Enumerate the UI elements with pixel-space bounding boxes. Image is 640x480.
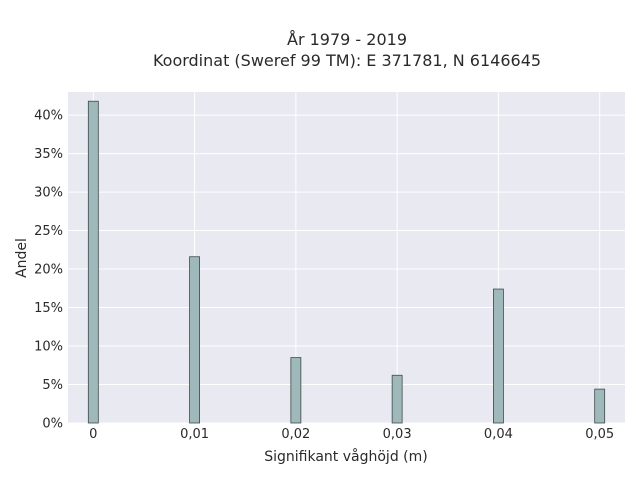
bar	[189, 256, 200, 424]
y-tick-label: 0%	[42, 417, 63, 432]
y-tick-label: 40%	[34, 109, 63, 124]
x-tick-label: 0	[89, 427, 97, 442]
x-axis-ticks: 0 0,01 0,02 0,03 0,04 0,05	[89, 427, 614, 442]
x-tick-label: 0,04	[484, 427, 513, 442]
y-tick-label: 30%	[34, 186, 63, 201]
x-tick-label: 0,03	[383, 427, 412, 442]
y-tick-label: 35%	[34, 147, 63, 162]
x-tick-label: 0,02	[281, 427, 310, 442]
y-tick-label: 5%	[42, 378, 63, 393]
y-tick-label: 15%	[34, 301, 63, 316]
grid	[68, 92, 625, 424]
bar	[87, 100, 99, 424]
chart-title: År 1979 - 2019	[287, 30, 407, 49]
x-tick-label: 0,01	[180, 427, 209, 442]
bar	[391, 374, 403, 424]
y-axis-ticks: 0% 5% 10% 15% 20% 25% 30% 35% 40%	[34, 109, 63, 432]
bar	[493, 288, 504, 424]
y-tick-label: 25%	[34, 224, 63, 239]
bar	[594, 388, 606, 424]
bars	[87, 100, 606, 424]
x-axis-label: Signifikant våghöjd (m)	[264, 448, 427, 465]
plot-area	[68, 92, 625, 423]
y-tick-label: 10%	[34, 340, 63, 355]
y-tick-label: 20%	[34, 263, 63, 278]
bar	[290, 357, 302, 424]
x-tick-label: 0,05	[585, 427, 614, 442]
y-axis-label: Andel	[14, 238, 30, 278]
chart-subtitle: Koordinat (Sweref 99 TM): E 371781, N 61…	[153, 51, 541, 70]
